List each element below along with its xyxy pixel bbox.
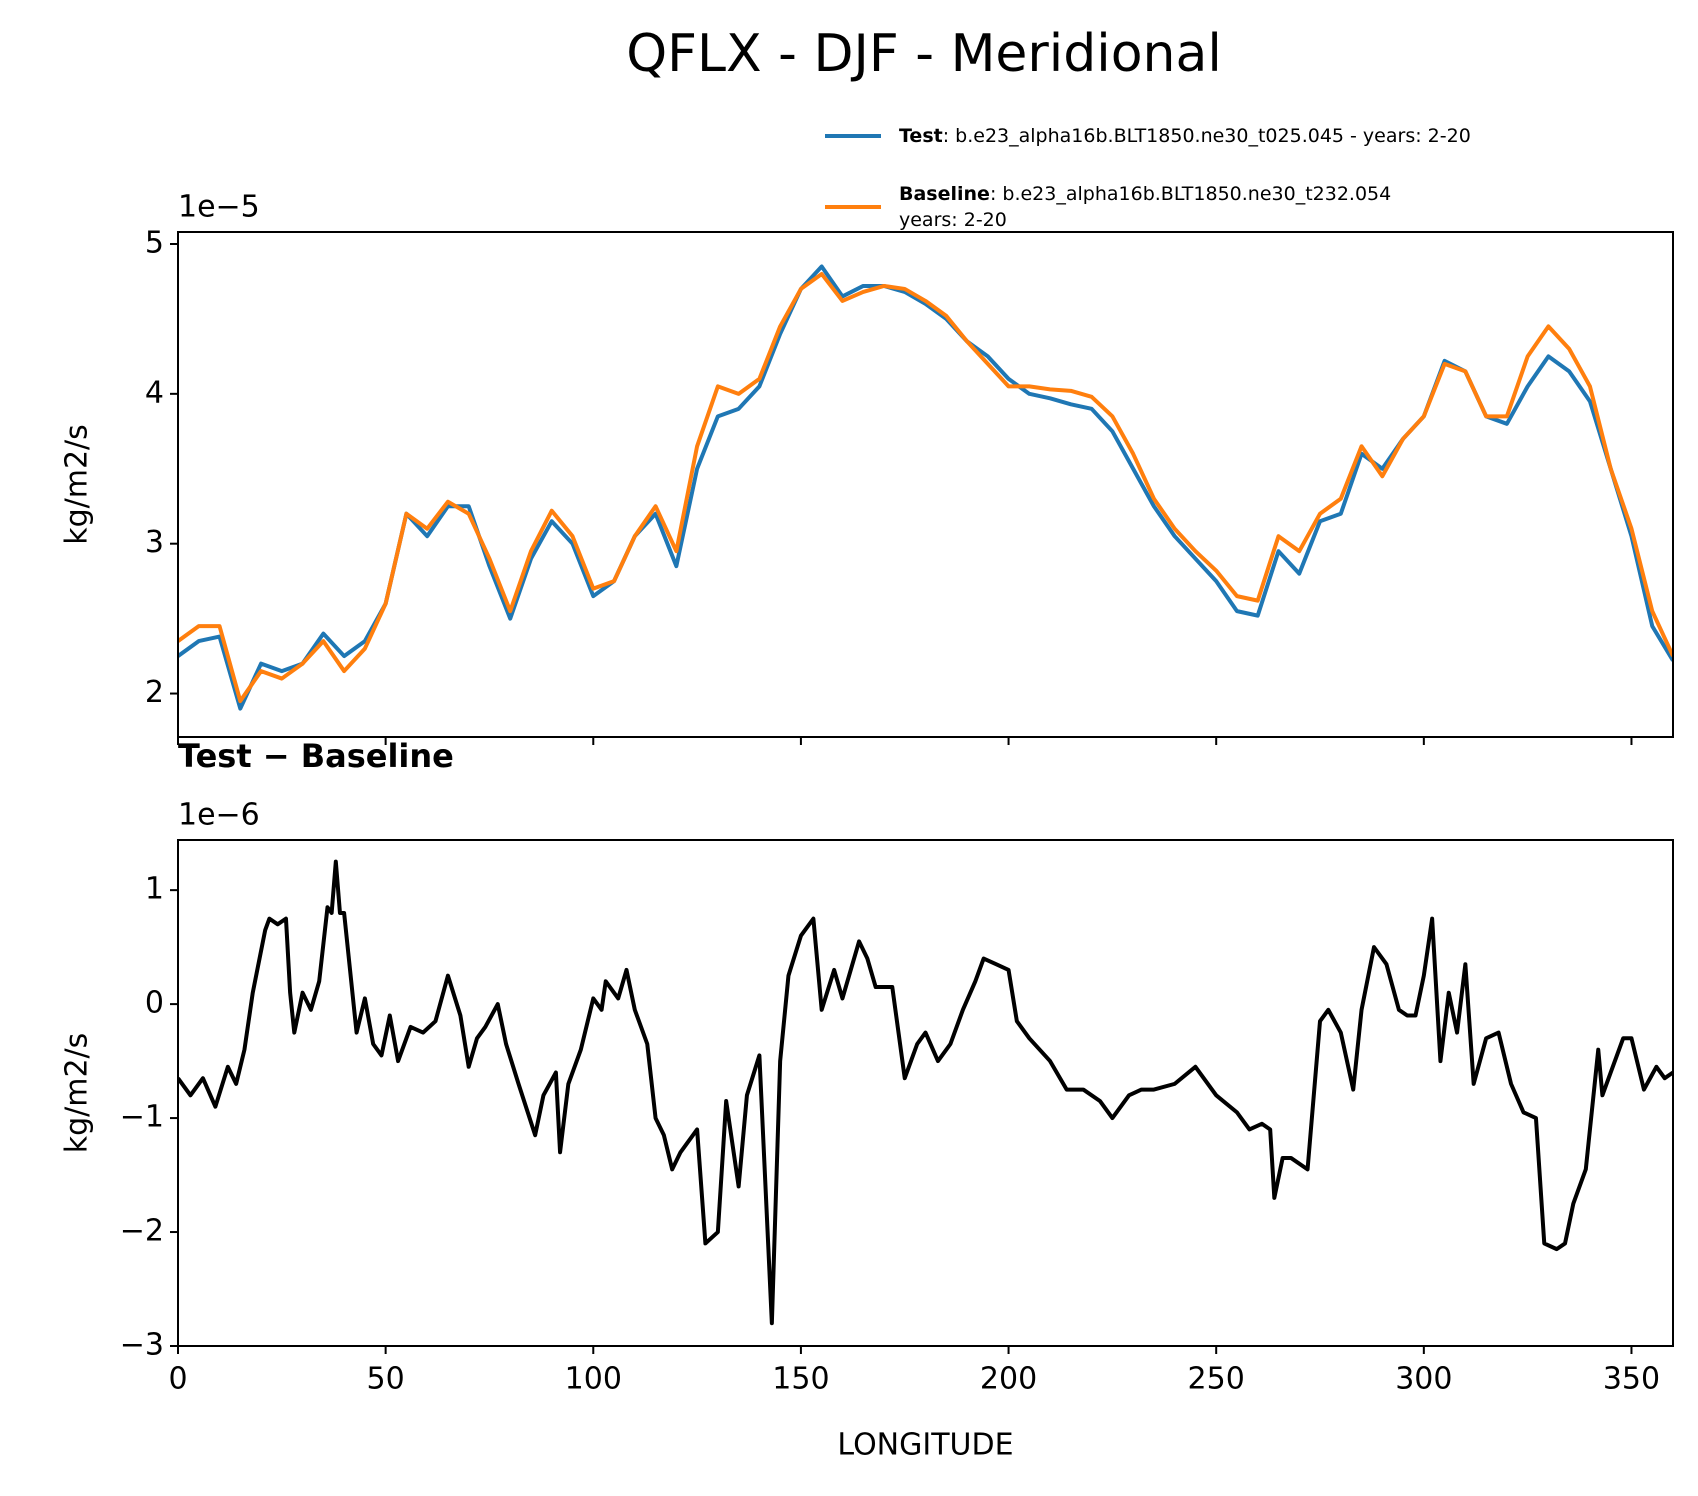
y-axis-label: kg/m2/s <box>60 1033 95 1154</box>
y-axis-label: kg/m2/s <box>60 424 95 545</box>
legend-label: years: 2-20 <box>899 209 1007 231</box>
offset-label: 1e−5 <box>178 190 260 225</box>
y-tick-label: 0 <box>145 986 164 1021</box>
y-tick-label: 4 <box>145 375 164 410</box>
x-tick-label: 100 <box>565 1362 622 1397</box>
y-tick-label: −1 <box>120 1100 164 1135</box>
x-tick-label: 250 <box>1188 1362 1245 1397</box>
legend-label: Test: b.e23_alpha16b.BLT1850.ne30_t025.0… <box>899 125 1471 147</box>
x-tick-label: 150 <box>772 1362 829 1397</box>
x-tick-label: 200 <box>980 1362 1037 1397</box>
legend-text: years: 2-20 <box>899 209 1007 231</box>
legend-label: Baseline: b.e23_alpha16b.BLT1850.ne30_t2… <box>899 183 1391 205</box>
x-tick-label: 300 <box>1395 1362 1452 1397</box>
y-tick-label: −3 <box>120 1328 164 1363</box>
figure-title: QFLX - DJF - Meridional <box>626 24 1222 84</box>
legend-name: Baseline <box>899 183 990 205</box>
data-line <box>178 264 1673 711</box>
data-line <box>178 859 1673 1326</box>
subplot-title: Test − Baseline <box>178 737 454 775</box>
x-tick-label: 50 <box>367 1362 405 1397</box>
x-tick-label: 350 <box>1603 1362 1660 1397</box>
legend-name: Test <box>899 125 943 147</box>
x-axis-label: LONGITUDE <box>837 1428 1013 1463</box>
legend-text: : b.e23_alpha16b.BLT1850.ne30_t232.054 <box>990 183 1391 205</box>
offset-label: 1e−6 <box>178 798 260 833</box>
y-tick-label: 2 <box>145 675 164 710</box>
y-tick-label: 1 <box>145 872 164 907</box>
axes-frame <box>177 839 1674 1347</box>
legend-text: : b.e23_alpha16b.BLT1850.ne30_t025.045 -… <box>943 125 1471 147</box>
y-tick-label: 3 <box>145 525 164 560</box>
x-tick-label: 0 <box>168 1362 187 1397</box>
plot-area: −3 −2 −1 0 1 0 50 100 150 200 250 300 350 1e−6 Test − … <box>60 737 1674 1463</box>
y-tick-label: −2 <box>120 1214 164 1249</box>
axes-frame <box>177 231 1674 738</box>
data-line <box>178 271 1673 704</box>
y-tick-label: 5 <box>145 225 164 260</box>
